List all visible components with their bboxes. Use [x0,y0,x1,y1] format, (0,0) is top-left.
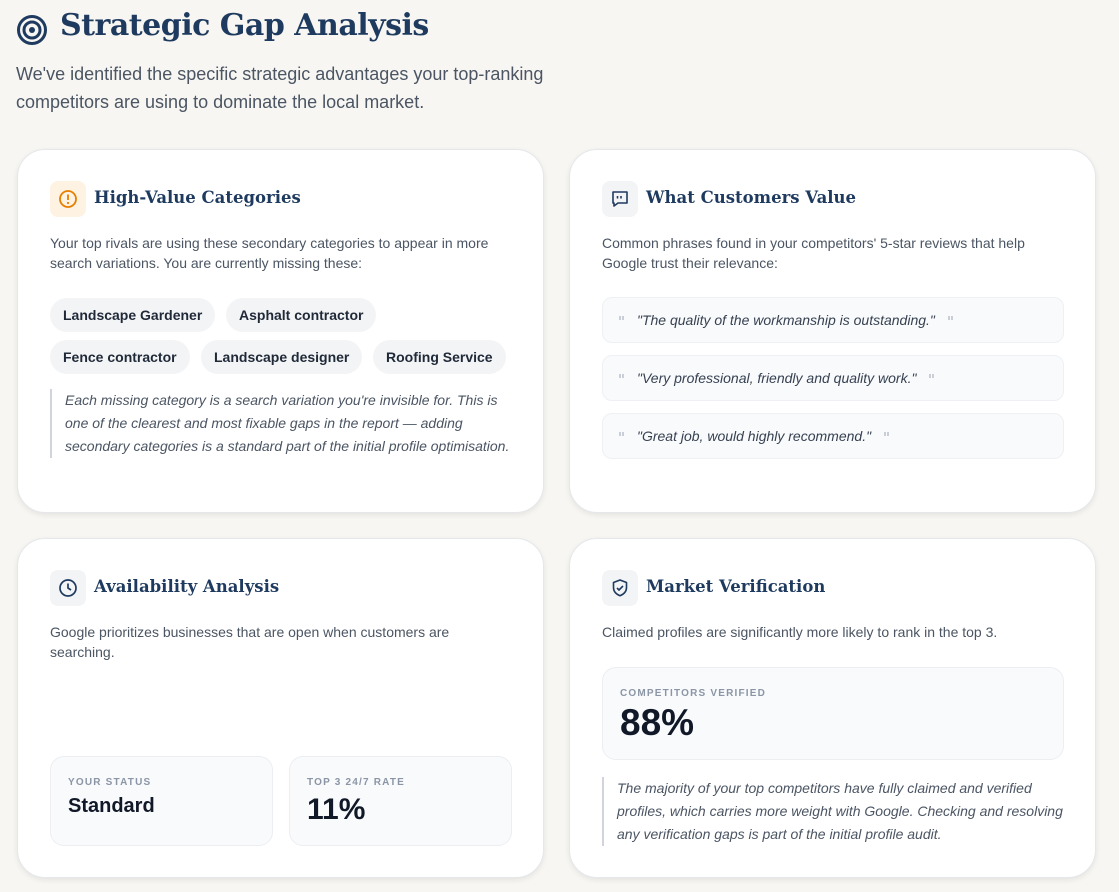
quote: "Very professional, friendly and quality… [637,370,917,386]
card-note: The majority of your top competitors hav… [602,777,1072,846]
quote-icon [619,316,624,320]
page-title: Strategic Gap Analysis [60,8,429,43]
stat-label: TOP 3 24/7 RATE [307,777,406,788]
stat-value: 11% [307,793,366,826]
stat-box: YOUR STATUS Standard [50,756,273,846]
quote-icon [619,374,624,378]
card-title: Market Verification [646,577,826,596]
card-description: Common phrases found in your competitors… [602,235,1025,271]
stat-label: COMPETITORS VERIFIED [620,688,767,699]
stat-label: YOUR STATUS [68,777,152,788]
stat-value: 88% [620,702,695,743]
quote-box: "The quality of the workmanship is outst… [602,297,1064,343]
icon-box [602,570,638,606]
quote-icon [619,432,624,436]
stat-box: TOP 3 24/7 RATE 11% [289,756,512,846]
card-note: Each missing category is a search variat… [50,389,520,458]
category-tag: Asphalt contractor [226,298,377,332]
subtitle: We've identified the specific strategic … [16,64,544,112]
card-description: Google prioritizes businesses that are o… [50,624,450,660]
category-tag: Landscape Gardener [50,298,216,332]
icon-box [50,181,86,217]
card-title: What Customers Value [646,188,857,207]
icon-box [602,181,638,217]
card: High-Value Categories Your top rivals ar… [17,149,544,513]
card-title: High-Value Categories [94,188,301,207]
category-tag: Fence contractor [50,340,190,374]
target-icon [17,15,47,45]
stat-box: COMPETITORS VERIFIED 88% [602,667,1064,760]
card: What Customers Value Common phrases foun… [569,149,1096,513]
card-title: Availability Analysis [94,577,280,596]
card: Market Verification Claimed profiles are… [569,538,1096,878]
category-tag: Roofing Service [373,340,506,374]
card: Availability Analysis Google prioritizes… [17,538,544,878]
stat-value: Standard [68,795,155,817]
icon-box [50,570,86,606]
card-description: Claimed profiles are significantly more … [602,624,998,640]
quote: "The quality of the workmanship is outst… [637,312,935,328]
quote-box: "Great job, would highly recommend." [602,413,1064,459]
category-tag: Landscape designer [201,340,363,374]
card-description: Your top rivals are using these secondar… [50,235,489,271]
quote: "Great job, would highly recommend." [637,428,872,444]
quote-box: "Very professional, friendly and quality… [602,355,1064,401]
